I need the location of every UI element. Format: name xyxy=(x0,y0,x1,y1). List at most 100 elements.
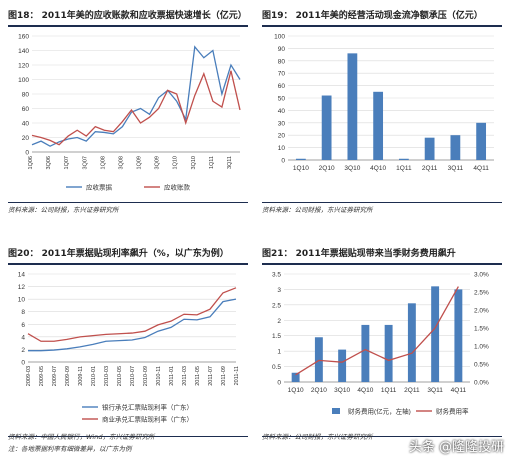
y-tick-label: 0.5 xyxy=(272,364,281,371)
finance-cost-combo-chart: 0 0.5 1 1.5 2 2.5 3 3.5 0.0% 0.5% 1.0% 1.5% 2.0% 2.5%… xyxy=(272,272,489,416)
x-tick-label: 4Q10 xyxy=(370,165,386,172)
x-tick-label: 3Q11 xyxy=(448,165,464,172)
footnote: 注：各地票据利率有细微差异，以广东为例 xyxy=(8,445,132,453)
y-tick-label: 0 xyxy=(25,150,29,157)
y-tick-label: 80 xyxy=(22,92,30,99)
y-tick-label: 2 xyxy=(277,318,281,325)
y-tick-label: 14 xyxy=(18,272,26,279)
bar xyxy=(398,158,409,160)
bar xyxy=(373,91,384,160)
bar xyxy=(424,137,435,160)
y2-tick-label: 0.5% xyxy=(474,362,489,369)
bar xyxy=(295,158,306,160)
title-rule xyxy=(8,25,248,27)
y-tick-label: 4 xyxy=(21,334,25,341)
receivables-line-chart: 0 20 40 60 80 100 120 140 160 1Q06 3Q06 1Q07 3Q07 1Q0… xyxy=(18,34,241,192)
y-tick-label: 10 xyxy=(18,297,26,304)
series-line xyxy=(31,70,241,146)
bar xyxy=(321,95,332,160)
source-rule xyxy=(8,436,248,437)
x-tick-label: 4Q10 xyxy=(357,387,373,394)
panel-receivables: 图18： 2011年美的应收账款和应收票据快速增长（亿元） 0 20 40 60 80 1… xyxy=(8,8,248,214)
panel-finance-cost: 图21： 2011年票据贴现带来当季财务费用飙升 0 0.5 1 1.5 2 2.5 3 3.… xyxy=(262,246,502,442)
x-tick-label: 2Q10 xyxy=(319,165,335,172)
y-tick-label: 100 xyxy=(18,77,29,84)
series-line xyxy=(31,45,241,147)
x-tick-label: 2009-07 xyxy=(52,366,58,386)
legend-label: 财务费用(亿元，左轴) xyxy=(348,407,411,416)
x-tick-label: 2009-09 xyxy=(65,366,71,386)
y-tick-label: 2 xyxy=(21,347,25,354)
x-tick-label: 1Q11 xyxy=(396,165,412,172)
legend-label: 应收账款 xyxy=(164,183,191,192)
y-tick-label: 120 xyxy=(18,63,29,70)
x-tick-label: 2011-09 xyxy=(221,366,227,386)
source-rule xyxy=(262,436,502,437)
x-tick-label: 1Q11 xyxy=(381,387,397,394)
y-tick-label: 6 xyxy=(21,322,25,329)
x-tick-label: 2010-05 xyxy=(117,366,123,386)
title-rule xyxy=(8,263,248,265)
series-line xyxy=(27,287,237,342)
x-tick-label: 2011-11 xyxy=(234,366,240,385)
x-tick-label: 2010-11 xyxy=(156,366,162,386)
y2-tick-label: 1.0% xyxy=(474,344,489,351)
x-tick-label: 2011-05 xyxy=(195,366,201,386)
legend-label: 商业承兑汇票贴现利率（广东） xyxy=(102,415,193,424)
legend-label: 应收票据 xyxy=(86,183,113,192)
x-tick-label: 2010-03 xyxy=(104,366,110,386)
y-tick-label: 90 xyxy=(278,46,286,53)
bar xyxy=(291,372,300,382)
bar xyxy=(407,303,416,382)
title-rule xyxy=(262,263,502,265)
bar xyxy=(384,324,393,382)
y-tick-label: 1.5 xyxy=(272,333,281,340)
chart-source: 资料来源：公司财报，东兴证券研究所 xyxy=(8,206,119,214)
y-tick-label: 30 xyxy=(278,120,286,127)
y-tick-label: 60 xyxy=(278,83,286,90)
y-tick-label: 20 xyxy=(278,133,286,140)
watermark: 头条 @隆隆投研 xyxy=(408,440,504,455)
source-rule xyxy=(262,202,502,203)
chart-title: 图18： 2011年美的应收账款和应收票据快速增长（亿元） xyxy=(8,11,247,21)
x-tick-label: 2Q11 xyxy=(422,165,438,172)
discount-rate-line-chart: 0 2 4 6 8 10 12 14 2009-03 2009-05 2009-07 2009-09 2… xyxy=(18,272,240,424)
y2-tick-label: 2.0% xyxy=(474,308,489,315)
x-tick-label: 3Q11 xyxy=(227,156,233,169)
x-tick-label: 2009-11 xyxy=(78,366,84,386)
x-tick-label: 1Q09 xyxy=(137,156,143,169)
y-tick-label: 0 xyxy=(21,360,25,367)
y-tick-label: 100 xyxy=(274,34,285,41)
x-tick-label: 3Q11 xyxy=(427,387,443,394)
bar xyxy=(338,349,347,382)
source-rule xyxy=(8,202,248,203)
y-tick-label: 160 xyxy=(18,34,29,41)
x-tick-label: 2Q10 xyxy=(311,387,327,394)
y2-tick-label: 0.0% xyxy=(474,380,489,387)
x-tick-label: 1Q07 xyxy=(64,156,70,169)
y-tick-label: 40 xyxy=(278,108,286,115)
y-tick-label: 0 xyxy=(277,380,281,387)
series-line xyxy=(28,298,237,352)
legend-swatch xyxy=(332,408,340,414)
chart-source: 资料来源：中国人民银行，Wind，东兴证券研究所 xyxy=(8,433,155,441)
x-tick-label: 2010-09 xyxy=(143,366,149,386)
x-tick-label: 4Q11 xyxy=(451,387,467,394)
y-tick-label: 2.5 xyxy=(272,302,281,309)
title-rule xyxy=(262,25,502,27)
y-tick-label: 12 xyxy=(18,284,26,291)
x-tick-label: 2009-05 xyxy=(39,366,45,386)
y-tick-label: 0 xyxy=(281,158,285,165)
x-tick-label: 2Q11 xyxy=(404,387,420,394)
x-tick-label: 2010-07 xyxy=(130,366,136,386)
x-tick-label: 3Q10 xyxy=(344,165,360,172)
x-tick-label: 4Q11 xyxy=(473,165,489,172)
bar xyxy=(314,337,323,382)
x-tick-label: 3Q06 xyxy=(46,156,52,169)
chart-title: 图21： 2011年票据贴现带来当季财务费用飙升 xyxy=(262,249,456,259)
x-tick-label: 2010-01 xyxy=(91,366,97,386)
y2-tick-label: 2.5% xyxy=(474,290,489,297)
chart-source: 资料来源：公司财报，东兴证券研究所 xyxy=(262,433,373,441)
y-tick-label: 8 xyxy=(21,309,25,316)
x-tick-label: 2011-01 xyxy=(169,366,175,386)
